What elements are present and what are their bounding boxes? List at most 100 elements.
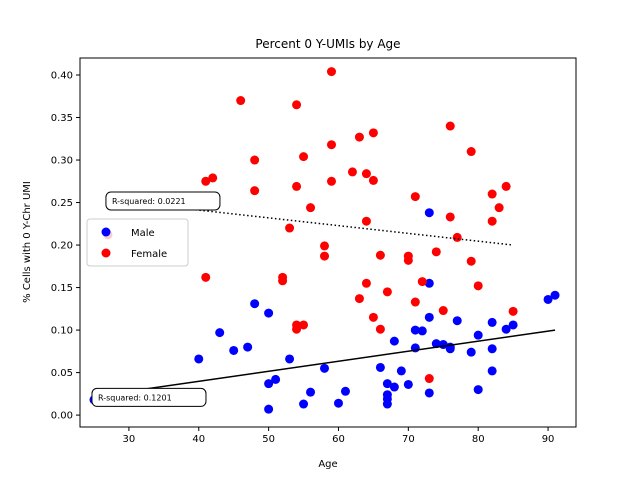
data-point-female	[354, 132, 364, 142]
data-point-male	[508, 320, 518, 330]
y-tick-label: 0.15	[51, 283, 73, 294]
data-point-female	[354, 294, 364, 304]
data-point-female	[382, 287, 392, 297]
data-point-female	[201, 176, 211, 186]
data-point-male	[229, 345, 239, 355]
data-point-female	[410, 192, 420, 202]
data-point-female	[347, 167, 357, 177]
data-point-male	[333, 398, 343, 408]
x-tick-label: 70	[402, 434, 415, 445]
data-point-female	[320, 241, 330, 251]
data-point-female	[368, 128, 378, 138]
data-point-male	[501, 324, 511, 334]
data-point-male	[473, 385, 483, 395]
data-point-male	[452, 316, 462, 326]
data-point-male	[194, 354, 204, 364]
r-squared-box-male	[91, 387, 207, 407]
data-point-female	[375, 250, 385, 260]
data-point-male	[410, 325, 420, 335]
data-point-female	[438, 306, 448, 316]
legend: Male Female	[86, 218, 189, 267]
data-point-male	[487, 344, 497, 354]
data-point-female	[326, 140, 336, 150]
data-point-female	[201, 272, 211, 282]
data-point-male	[403, 379, 413, 389]
data-point-male	[320, 363, 330, 373]
data-point-female	[326, 67, 336, 77]
data-point-female	[431, 247, 441, 257]
legend-marker-male	[101, 227, 111, 237]
data-point-female	[299, 320, 309, 330]
data-point-male	[424, 278, 434, 288]
data-point-female	[410, 297, 420, 307]
data-point-female	[368, 312, 378, 322]
legend-label-male: Male	[131, 228, 155, 239]
data-point-female	[487, 189, 497, 199]
data-point-male	[466, 347, 476, 357]
data-point-female	[292, 324, 302, 334]
x-tick-label: 60	[332, 434, 345, 445]
data-point-female	[452, 232, 462, 242]
data-point-female	[445, 121, 455, 131]
data-point-male	[424, 208, 434, 218]
data-point-male	[215, 328, 225, 338]
y-axis: 0.00 0.05 0.10 0.15 0.20 0.25 0.30 0.35 0.40	[51, 71, 80, 422]
data-point-male	[271, 374, 281, 384]
data-point-female	[361, 216, 371, 226]
data-point-female	[361, 169, 371, 179]
data-point-female	[208, 173, 218, 183]
r-squared-label-male: R-squared: 0.1201	[98, 393, 172, 402]
data-point-female	[417, 277, 427, 287]
y-tick-label: 0.00	[51, 411, 73, 422]
x-tick-label: 40	[192, 434, 205, 445]
data-point-female	[424, 374, 434, 384]
x-tick-label: 30	[123, 434, 136, 445]
data-point-female	[445, 212, 455, 222]
series-female	[103, 67, 518, 384]
data-point-male	[487, 317, 497, 327]
x-axis: 30 40 50 60 70 80 90	[123, 427, 554, 445]
x-axis-label: Age	[318, 459, 337, 470]
y-tick-label: 0.10	[51, 326, 73, 337]
legend-marker-female	[101, 248, 111, 258]
data-point-male	[285, 354, 295, 364]
y-tick-label: 0.35	[51, 113, 73, 124]
data-point-male	[487, 366, 497, 376]
data-point-male	[340, 386, 350, 396]
data-point-female	[494, 203, 504, 213]
data-point-female	[278, 276, 288, 286]
axes-frame	[79, 57, 577, 428]
r-squared-label-female: R-squared: 0.0221	[112, 197, 186, 206]
data-point-female	[292, 181, 302, 191]
data-point-female	[299, 152, 309, 162]
series-male	[89, 208, 560, 414]
data-point-female	[361, 278, 371, 288]
data-point-female	[250, 186, 260, 196]
data-point-male	[424, 312, 434, 322]
data-point-male	[417, 326, 427, 336]
data-point-male	[382, 379, 392, 389]
y-tick-label: 0.40	[51, 71, 73, 82]
data-point-female	[403, 255, 413, 265]
data-point-male	[243, 342, 253, 352]
data-point-male	[299, 399, 309, 409]
fit-line-male	[93, 329, 556, 398]
data-point-male	[389, 336, 399, 346]
y-tick-label: 0.25	[51, 198, 73, 209]
plot-area	[89, 67, 560, 414]
legend-frame	[86, 218, 189, 267]
data-point-female	[285, 223, 295, 233]
data-point-male	[431, 339, 441, 349]
fit-annotations: R-squared: 0.1201 R-squared: 0.0221	[91, 191, 556, 407]
data-point-female	[466, 147, 476, 157]
data-point-female	[292, 100, 302, 110]
y-tick-label: 0.05	[51, 368, 73, 379]
y-axis-label: % Cells with 0 Y-Chr UMI	[22, 181, 33, 303]
data-point-male	[473, 330, 483, 340]
data-point-female	[508, 306, 518, 316]
data-point-male	[264, 379, 274, 389]
x-tick-label: 80	[472, 434, 485, 445]
data-point-female	[326, 176, 336, 186]
data-point-male	[382, 399, 392, 409]
